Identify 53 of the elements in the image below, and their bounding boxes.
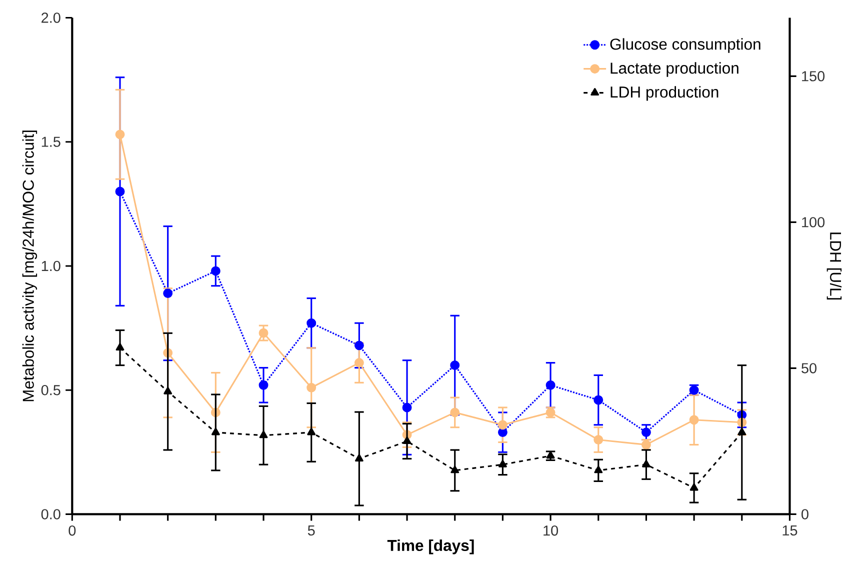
point: [164, 387, 172, 395]
point: [354, 340, 364, 350]
y2-tick-label: 0: [802, 509, 808, 520]
point: [594, 435, 604, 445]
point: [163, 288, 173, 298]
y2-tick-label: 50: [802, 363, 816, 374]
point: [546, 380, 556, 390]
y-tick-label: 0.0: [41, 509, 60, 520]
point: [738, 428, 746, 436]
y-tick-label: 1.0: [42, 261, 60, 272]
y-axis-title: Metabolic activity [mg/24h/MOC circuit]: [22, 130, 38, 402]
x-tick-label: 5: [308, 526, 315, 536]
point: [258, 380, 268, 390]
legend-label: Lactate production: [610, 62, 738, 78]
y-tick-label: 0.5: [41, 385, 60, 396]
point: [354, 454, 364, 462]
point: [689, 415, 699, 425]
x-tick-label: 15: [782, 526, 798, 536]
point: [498, 420, 508, 430]
y2-tick-label: 150: [802, 71, 825, 82]
y-tick-label: 1.5: [42, 137, 60, 148]
point: [450, 408, 460, 418]
point: [354, 358, 364, 368]
point: [498, 428, 508, 438]
point: [306, 383, 316, 393]
y2-tick-label: 100: [802, 217, 825, 228]
legend-label: Glucose consumption: [610, 38, 760, 54]
point: [690, 483, 698, 491]
y2-axis-title: LDH [U/L]: [826, 232, 842, 300]
point: [402, 402, 412, 412]
point: [642, 460, 650, 468]
point: [259, 430, 268, 438]
x-axis-title: Time [days]: [387, 540, 474, 554]
point: [641, 428, 651, 438]
point: [306, 318, 316, 328]
point: [594, 466, 603, 474]
point: [594, 396, 604, 405]
point: [115, 130, 125, 140]
point: [116, 343, 124, 351]
point: [210, 266, 220, 276]
legend-label: LDH production: [610, 86, 718, 102]
point: [498, 460, 507, 468]
point: [546, 451, 555, 459]
point: [450, 466, 460, 474]
point: [307, 428, 316, 436]
y-tick-label: 2.0: [42, 12, 60, 24]
point: [258, 328, 268, 338]
point: [211, 428, 220, 436]
x-tick-label: 0: [68, 526, 76, 536]
point: [450, 360, 460, 370]
point: [402, 436, 412, 444]
x-tick-label: 10: [544, 526, 558, 536]
point: [115, 187, 125, 196]
